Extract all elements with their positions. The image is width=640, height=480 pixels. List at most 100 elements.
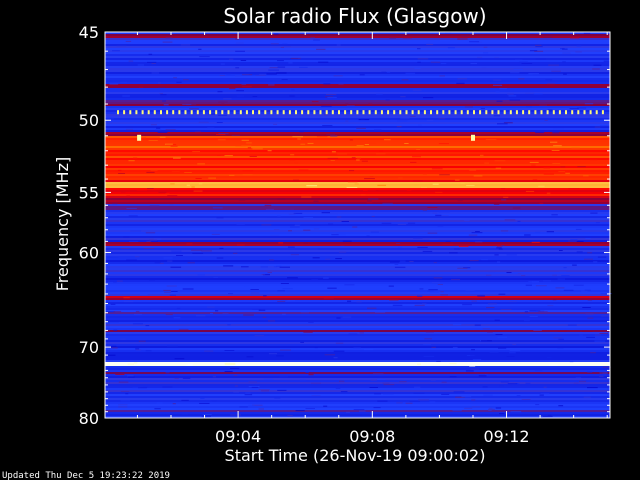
- spectrogram-texture: [290, 208, 295, 210]
- dotted-line-mark: [331, 110, 334, 115]
- dotted-line-mark: [577, 110, 580, 115]
- spectrogram-row: [105, 316, 610, 318]
- spectrogram-texture: [262, 274, 270, 276]
- spectrogram-texture: [600, 293, 612, 295]
- spectrogram-texture: [457, 78, 467, 80]
- spectrogram-row: [105, 276, 610, 278]
- dotted-line-mark: [276, 110, 279, 115]
- spectrogram-texture: [359, 332, 364, 334]
- spectrogram-texture: [173, 157, 181, 159]
- x-tick-label: 09:04: [215, 427, 261, 446]
- spectrogram-texture: [497, 336, 508, 338]
- spectrogram-texture: [504, 122, 513, 124]
- spectrogram-texture: [437, 284, 443, 285]
- spectrogram-texture: [532, 281, 540, 283]
- spectrogram-row: [105, 170, 610, 172]
- spectrogram-texture: [370, 379, 377, 381]
- spectrogram-texture: [261, 224, 272, 226]
- spectrogram-texture: [398, 177, 403, 179]
- spectrogram-texture: [548, 364, 558, 366]
- spectrogram-row: [105, 304, 610, 306]
- spectrogram-texture: [338, 42, 342, 44]
- spectrogram-texture: [128, 160, 135, 162]
- spectrogram-texture: [289, 159, 296, 161]
- spectrogram-texture: [402, 37, 412, 39]
- spectrogram-row: [105, 362, 610, 364]
- spectrogram-texture: [282, 43, 288, 45]
- spectrogram-texture: [465, 370, 474, 372]
- spectrogram-texture: [155, 129, 162, 131]
- dotted-line-mark: [166, 110, 169, 115]
- spectrogram-texture: [529, 161, 539, 163]
- spectrogram-texture: [583, 396, 591, 398]
- spectrogram-texture: [427, 290, 434, 292]
- spectrogram-texture: [365, 142, 377, 144]
- spectrogram-texture: [521, 63, 533, 64]
- spectrogram-texture: [543, 280, 552, 282]
- spectrogram-texture: [252, 96, 258, 97]
- spectrogram-texture: [300, 143, 306, 145]
- spectrogram-texture: [336, 317, 341, 319]
- spectrogram-texture: [202, 414, 212, 415]
- spectrogram-texture: [441, 215, 449, 217]
- spectrogram-texture: [236, 95, 244, 97]
- dotted-line-mark: [589, 110, 592, 115]
- x-tick-label: 09:12: [483, 427, 529, 446]
- spectrogram-texture: [515, 312, 523, 314]
- spectrogram-texture: [493, 79, 502, 81]
- spectrogram-texture: [288, 230, 292, 232]
- spectrogram-texture: [449, 252, 458, 254]
- spectrogram-texture: [514, 59, 523, 60]
- spectrogram-texture: [300, 312, 309, 314]
- spectrogram-texture: [263, 295, 267, 297]
- spectrogram-texture: [282, 46, 291, 47]
- spectrogram-texture: [488, 271, 496, 273]
- spectrogram-row: [105, 348, 610, 350]
- spectrogram-texture: [531, 164, 536, 166]
- spectrogram-texture: [185, 364, 193, 366]
- spectrogram-texture: [586, 336, 595, 338]
- dotted-line-mark: [344, 110, 347, 115]
- spectrogram-texture: [255, 74, 266, 76]
- spectrogram-texture: [412, 156, 421, 158]
- spectrogram-texture: [362, 190, 368, 192]
- spectrogram-texture: [386, 71, 391, 73]
- spectrogram-texture: [281, 79, 288, 81]
- spectrogram-texture: [487, 303, 497, 305]
- spectrogram-texture: [140, 294, 148, 296]
- spectrogram-texture: [117, 169, 122, 171]
- spectrogram-row: [105, 240, 610, 242]
- spectrogram-texture: [463, 267, 471, 269]
- dotted-line-mark: [123, 110, 126, 115]
- spectrogram-texture: [264, 204, 272, 206]
- spectrogram-texture: [499, 88, 508, 90]
- spectrogram-texture: [290, 154, 295, 156]
- spectrogram-texture: [558, 171, 565, 173]
- spectrogram-row: [105, 330, 610, 332]
- spectrogram-texture: [469, 169, 477, 171]
- spectrogram-texture: [157, 82, 161, 84]
- spectrogram-row: [105, 398, 610, 400]
- spectrogram-texture: [289, 95, 295, 97]
- spectrogram-texture: [396, 126, 402, 128]
- spectrogram-texture: [382, 382, 390, 384]
- spectrogram-texture: [294, 162, 299, 164]
- spectrogram-texture: [466, 185, 475, 186]
- spectrogram-texture: [543, 386, 547, 388]
- spectrogram-texture: [318, 61, 329, 63]
- spectrogram-texture: [233, 375, 238, 376]
- spectrogram-texture: [599, 333, 608, 334]
- y-tick-label: 55: [79, 183, 99, 202]
- spectrogram-row: [105, 310, 610, 312]
- spectrogram-texture: [501, 232, 507, 234]
- spectrogram-row: [105, 370, 610, 372]
- spectrogram-row: [105, 340, 610, 342]
- spectrogram-texture: [553, 337, 563, 339]
- dotted-line-mark: [552, 110, 555, 115]
- spectrogram-row: [105, 122, 610, 124]
- spectrogram-texture: [176, 255, 183, 256]
- spectrogram-texture: [584, 103, 594, 105]
- spectrogram-texture: [162, 41, 173, 43]
- spectrogram-texture: [587, 371, 593, 373]
- spectrogram-texture: [126, 195, 130, 197]
